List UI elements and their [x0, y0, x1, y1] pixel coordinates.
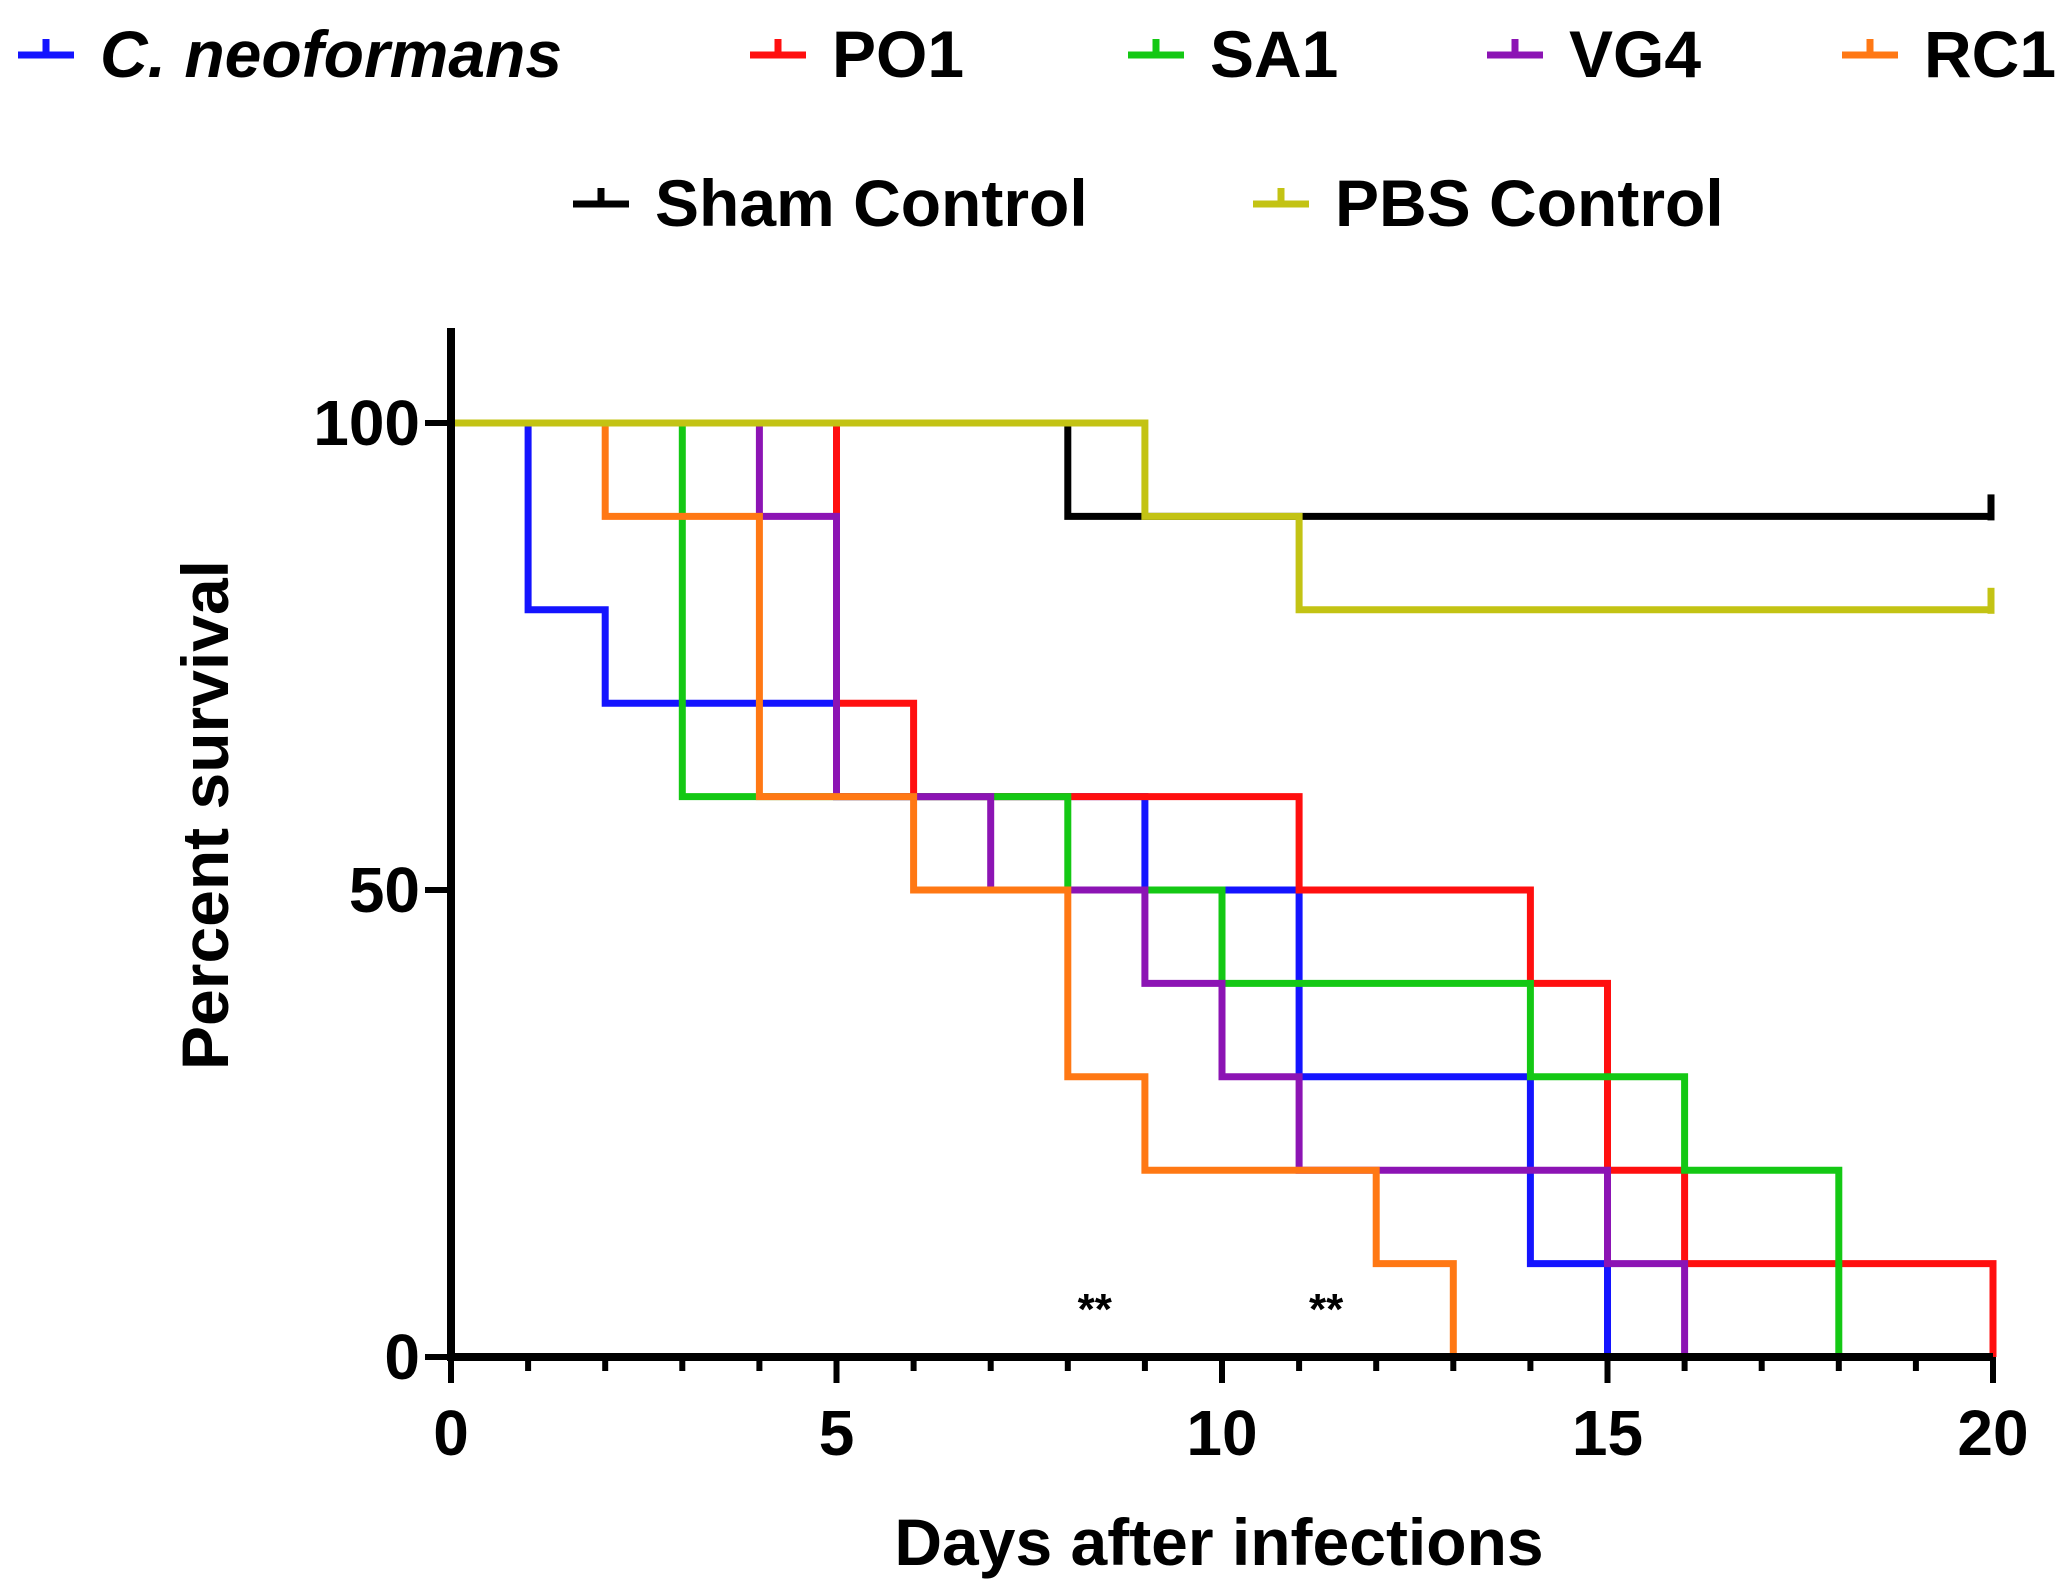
legend-item-c-neoformans: C. neoformans: [18, 17, 562, 91]
series-line-po1: [451, 419, 1997, 1357]
y-tick-label: 100: [313, 387, 420, 459]
x-tick-label: 20: [1957, 1397, 2028, 1469]
legend-item-vg4: VG4: [1487, 17, 1701, 91]
legend-swatch: [1487, 39, 1543, 59]
legend-swatch: [750, 39, 806, 59]
x-tick-label: 5: [819, 1397, 855, 1469]
series-line-rc1: [451, 419, 1457, 1357]
legend-item-rc1: RC1: [1842, 17, 2056, 91]
annotations: ** **: [1078, 1285, 1344, 1334]
legend-label: VG4: [1569, 17, 1701, 91]
series-line-vg4: [451, 419, 1689, 1357]
legend-swatch: [1842, 39, 1898, 59]
legend-swatch: [1253, 188, 1309, 208]
x-axis-label: Days after infections: [894, 1505, 1543, 1579]
legend-swatch: [1128, 39, 1184, 59]
legend-label: C. neoformans: [100, 17, 562, 91]
series-line-pbs-control: [451, 419, 1993, 614]
legend-label: SA1: [1210, 17, 1338, 91]
y-tick-label: 0: [384, 1321, 420, 1393]
legend-item-pbs-control: PBS Control: [1253, 166, 1724, 240]
legend-item-sa1: SA1: [1128, 17, 1338, 91]
legend-label: Sham Control: [655, 166, 1088, 240]
x-tick-label: 10: [1186, 1397, 1257, 1469]
legend-swatch: [18, 39, 74, 59]
x-ticks: 0 5 10 15 20: [433, 1357, 2029, 1469]
legend-label: PO1: [832, 17, 964, 91]
legend-swatch: [573, 188, 629, 208]
legend-label: PBS Control: [1335, 166, 1724, 240]
legend-item-sham-control: Sham Control: [573, 166, 1088, 240]
significance-annotation: **: [1078, 1285, 1113, 1334]
x-tick-label: 0: [433, 1397, 469, 1469]
x-tick-label: 15: [1572, 1397, 1643, 1469]
legend-label: RC1: [1924, 17, 2056, 91]
significance-annotation: **: [1309, 1285, 1344, 1334]
y-axis-label: Percent survival: [168, 560, 242, 1070]
legend-item-po1: PO1: [750, 17, 964, 91]
legend: C. neoformans PO1 SA1 VG4 RC1 Sham Control PBS…: [18, 17, 2056, 240]
y-tick-label: 50: [349, 854, 420, 926]
y-ticks: 0 50 100: [313, 387, 451, 1393]
survival-curves: [451, 419, 1997, 1357]
